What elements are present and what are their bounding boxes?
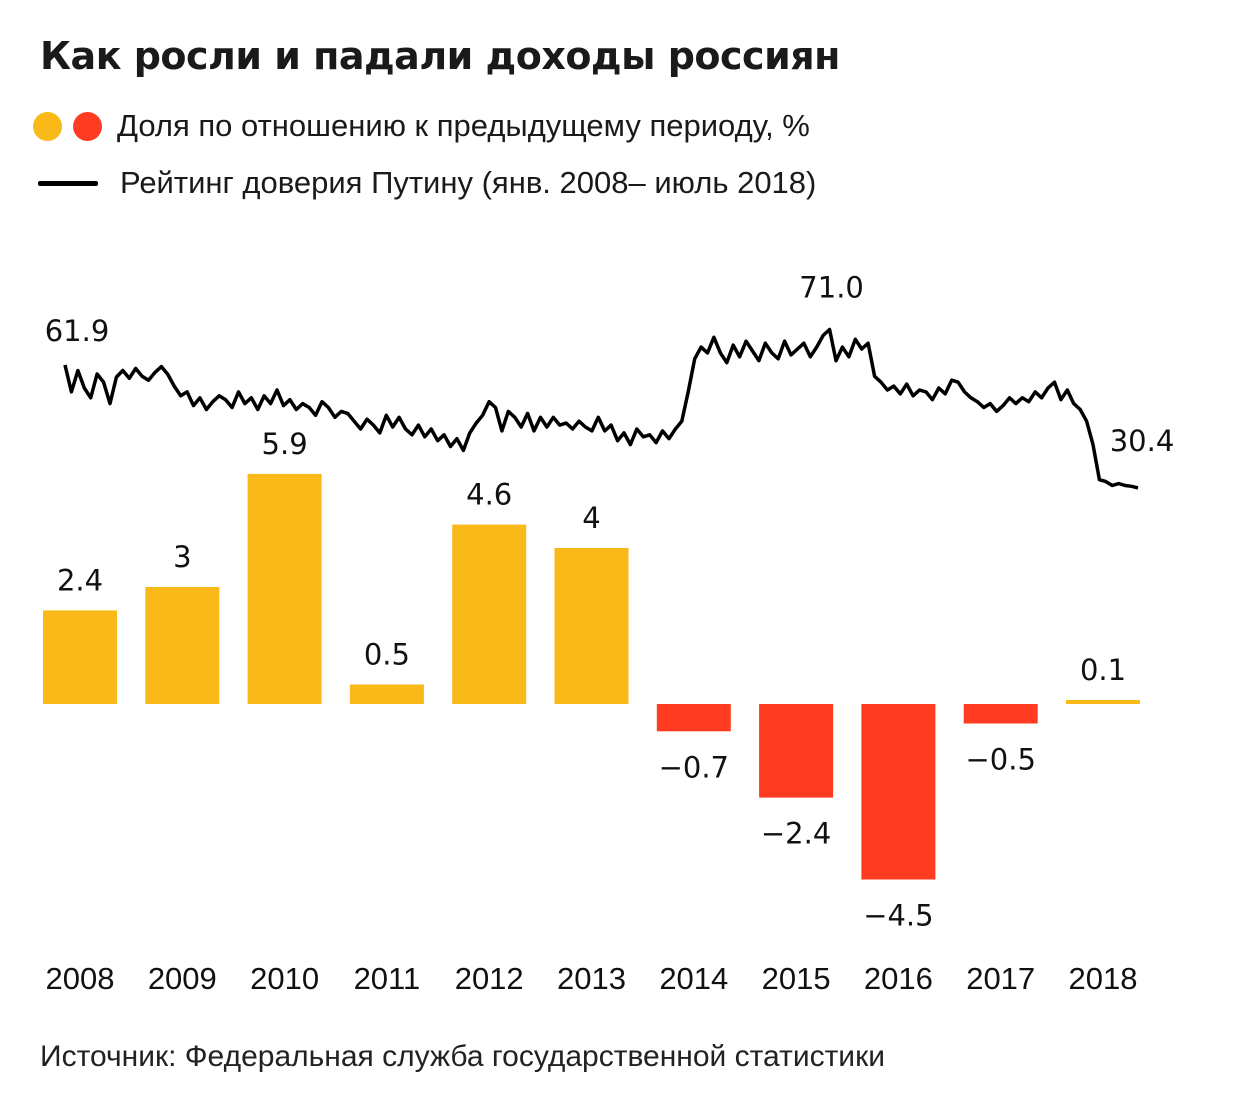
bar-2009 <box>145 587 220 704</box>
bar-2011 <box>349 684 424 704</box>
bar-2008 <box>43 610 117 704</box>
x-tick-2012: 2012 <box>455 961 524 996</box>
bar-labels-group: 2.4 3 5.9 0.5 4.6 4 −0.7 −2.4 −4.5 −0.5 0.1 <box>57 427 1126 933</box>
bar-2018 <box>1066 700 1140 704</box>
x-tick-2015: 2015 <box>762 961 831 996</box>
rating-labels-group: 61.9 71.0 30.4 <box>45 271 1175 458</box>
x-tick-2013: 2013 <box>557 961 626 996</box>
chart-title: Как росли и падали доходы россиян <box>40 34 840 78</box>
bar-label-2013: 4 <box>582 501 600 535</box>
x-tick-2018: 2018 <box>1069 961 1138 996</box>
bar-2014 <box>656 704 731 732</box>
rating-label-max: 71.0 <box>799 271 864 305</box>
legend-item-income: Доля по отношению к предыдущему периоду,… <box>33 108 810 144</box>
bar-2017 <box>963 704 1038 724</box>
bar-label-2015: −2.4 <box>761 817 831 851</box>
legend-label-income: Доля по отношению к предыдущему периоду,… <box>117 108 810 143</box>
legend-dot-negative-icon <box>73 111 102 141</box>
x-tick-2008: 2008 <box>46 961 115 996</box>
bar-2012 <box>452 524 527 704</box>
bar-label-2018: 0.1 <box>1080 653 1126 687</box>
x-tick-2010: 2010 <box>250 961 319 996</box>
x-tick-2016: 2016 <box>864 961 933 996</box>
bar-label-2014: −0.7 <box>659 750 729 784</box>
rating-line-group <box>63 327 1139 490</box>
legend-label-rating: Рейтинг доверия Путину (янв. 2008– июль … <box>120 165 817 200</box>
x-tick-2009: 2009 <box>148 961 217 996</box>
bar-label-2012: 4.6 <box>466 478 512 512</box>
bar-2010 <box>247 473 322 704</box>
legend-line-icon <box>38 180 98 186</box>
x-tick-2011: 2011 <box>354 961 421 996</box>
legend-item-rating: Рейтинг доверия Путину (янв. 2008– июль … <box>33 165 816 201</box>
bar-label-2008: 2.4 <box>57 563 103 597</box>
legend-dot-positive-icon <box>33 111 62 141</box>
source-note: Источник: Федеральная служба государстве… <box>40 1040 885 1073</box>
x-tick-2017: 2017 <box>966 961 1035 996</box>
rating-label-end: 30.4 <box>1110 424 1175 458</box>
rating-label-start: 61.9 <box>45 314 110 348</box>
bars-group <box>43 473 1140 880</box>
bar-2016 <box>861 704 936 880</box>
bar-2015 <box>759 704 834 798</box>
x-axis-labels: 2008 2009 2010 2011 2012 2013 2014 2015 2016 2017… <box>46 961 1138 996</box>
bar-label-2011: 0.5 <box>364 638 410 672</box>
x-tick-2014: 2014 <box>659 961 728 996</box>
rating-line <box>63 327 1139 490</box>
bar-label-2016: −4.5 <box>863 899 933 933</box>
bar-2013 <box>554 548 629 704</box>
bar-label-2009: 3 <box>173 540 191 574</box>
bar-label-2017: −0.5 <box>965 743 1035 777</box>
bar-label-2010: 5.9 <box>262 427 308 461</box>
